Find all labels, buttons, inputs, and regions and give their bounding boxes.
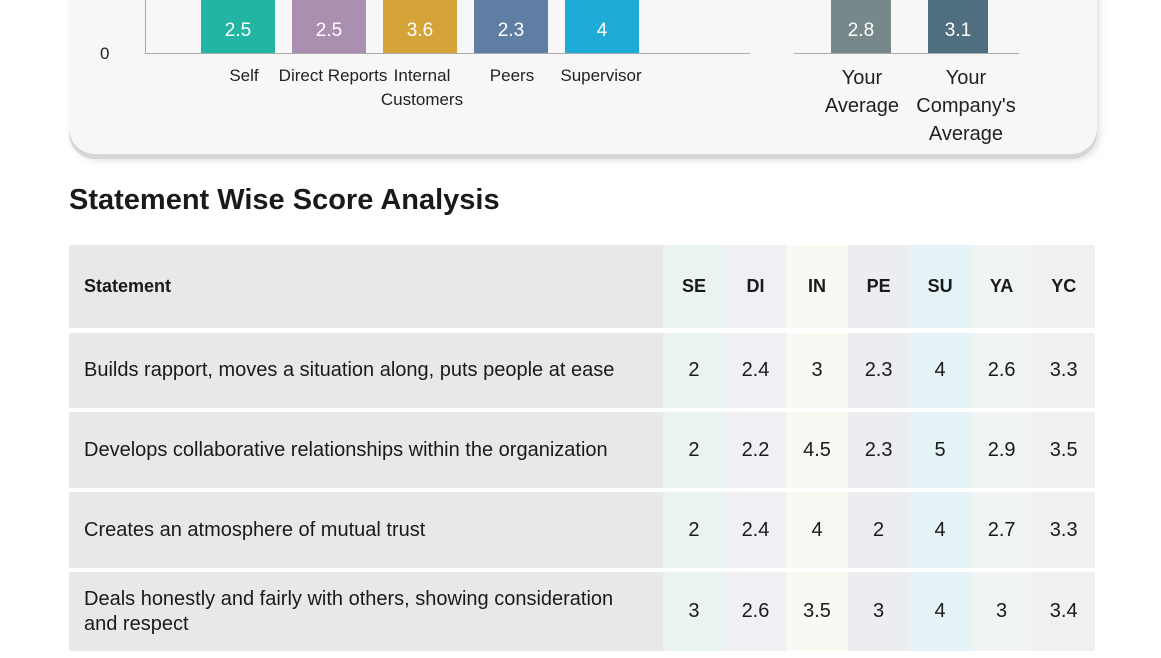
score-cell-di: 2.2 [724,412,787,492]
score-cell-pe: 3 [847,572,910,655]
score-cell-yc: 3.3 [1032,333,1095,412]
table-header-row: Statement SE DI IN PE SU YA YC [69,245,1095,333]
score-cell-di: 2.6 [724,572,787,655]
statement-cell: Develops collaborative relationships wit… [69,412,664,492]
bar-supervisor: 4 [565,0,639,53]
bar-label-supervisor: Supervisor [560,66,642,85]
score-cell-in: 3 [786,333,848,412]
bar-self: 2.5 [201,0,275,53]
bar-label-your-average: Your Average [824,67,900,117]
bar-peers: 2.3 [474,0,548,53]
score-cell-in: 3.5 [786,572,848,655]
statement-score-table: Statement SE DI IN PE SU YA YC Builds ra… [69,245,1095,655]
score-cell-se: 2 [663,333,725,412]
score-cell-se: 3 [663,572,725,655]
bar-label-self: Self [229,66,259,85]
header-di[interactable]: DI [724,245,787,333]
header-su[interactable]: SU [909,245,971,333]
statement-cell: Deals honestly and fairly with others, s… [69,572,664,655]
score-cell-se: 2 [663,492,725,572]
section-title: Statement Wise Score Analysis [69,184,500,216]
table-row: Builds rapport, moves a situation along,… [69,333,1095,412]
score-cell-su: 4 [909,333,971,412]
table-row: Deals honestly and fairly with others, s… [69,572,1095,655]
score-cell-yc: 3.3 [1032,492,1095,572]
header-in[interactable]: IN [786,245,848,333]
score-cell-yc: 3.4 [1032,572,1095,655]
bar-label-internal-customers: Internal Customers [380,66,464,109]
table-row: Develops collaborative relationships wit… [69,412,1095,492]
score-cell-se: 2 [663,412,725,492]
statement-cell: Builds rapport, moves a situation along,… [69,333,664,412]
header-ya[interactable]: YA [970,245,1033,333]
x-axis-line-averages [794,53,1019,54]
bar-your-average: 2.8 [831,0,891,53]
score-cell-ya: 2.6 [970,333,1033,412]
table-row: Creates an atmosphere of mutual trust 2 … [69,492,1095,572]
score-cell-yc: 3.5 [1032,412,1095,492]
header-se[interactable]: SE [663,245,725,333]
bar-direct-reports: 2.5 [292,0,366,53]
header-yc[interactable]: YC [1032,245,1095,333]
score-cell-pe: 2.3 [847,333,910,412]
score-cell-ya: 2.7 [970,492,1033,572]
score-cell-pe: 2.3 [847,412,910,492]
bar-label-direct-reports: Direct Reports [278,66,388,85]
header-statement[interactable]: Statement [69,245,664,333]
score-cell-su: 4 [909,492,971,572]
score-cell-su: 5 [909,412,971,492]
score-cell-pe: 2 [847,492,910,572]
bar-internal-customers: 3.6 [383,0,457,53]
statement-cell: Creates an atmosphere of mutual trust [69,492,664,572]
y-axis-zero-label: 0 [100,44,110,63]
score-cell-di: 2.4 [724,333,787,412]
score-cell-di: 2.4 [724,492,787,572]
bar-company-average: 3.1 [928,0,988,53]
bar-label-company-average: Your Company's Average [916,67,1016,145]
score-cell-in: 4 [786,492,848,572]
x-axis-line-groups [145,53,750,54]
score-cell-ya: 3 [970,572,1033,655]
score-cell-su: 4 [909,572,971,655]
score-cell-in: 4.5 [786,412,848,492]
score-cell-ya: 2.9 [970,412,1033,492]
bar-label-peers: Peers [489,66,535,85]
header-pe[interactable]: PE [847,245,910,333]
y-axis-line [145,0,146,54]
